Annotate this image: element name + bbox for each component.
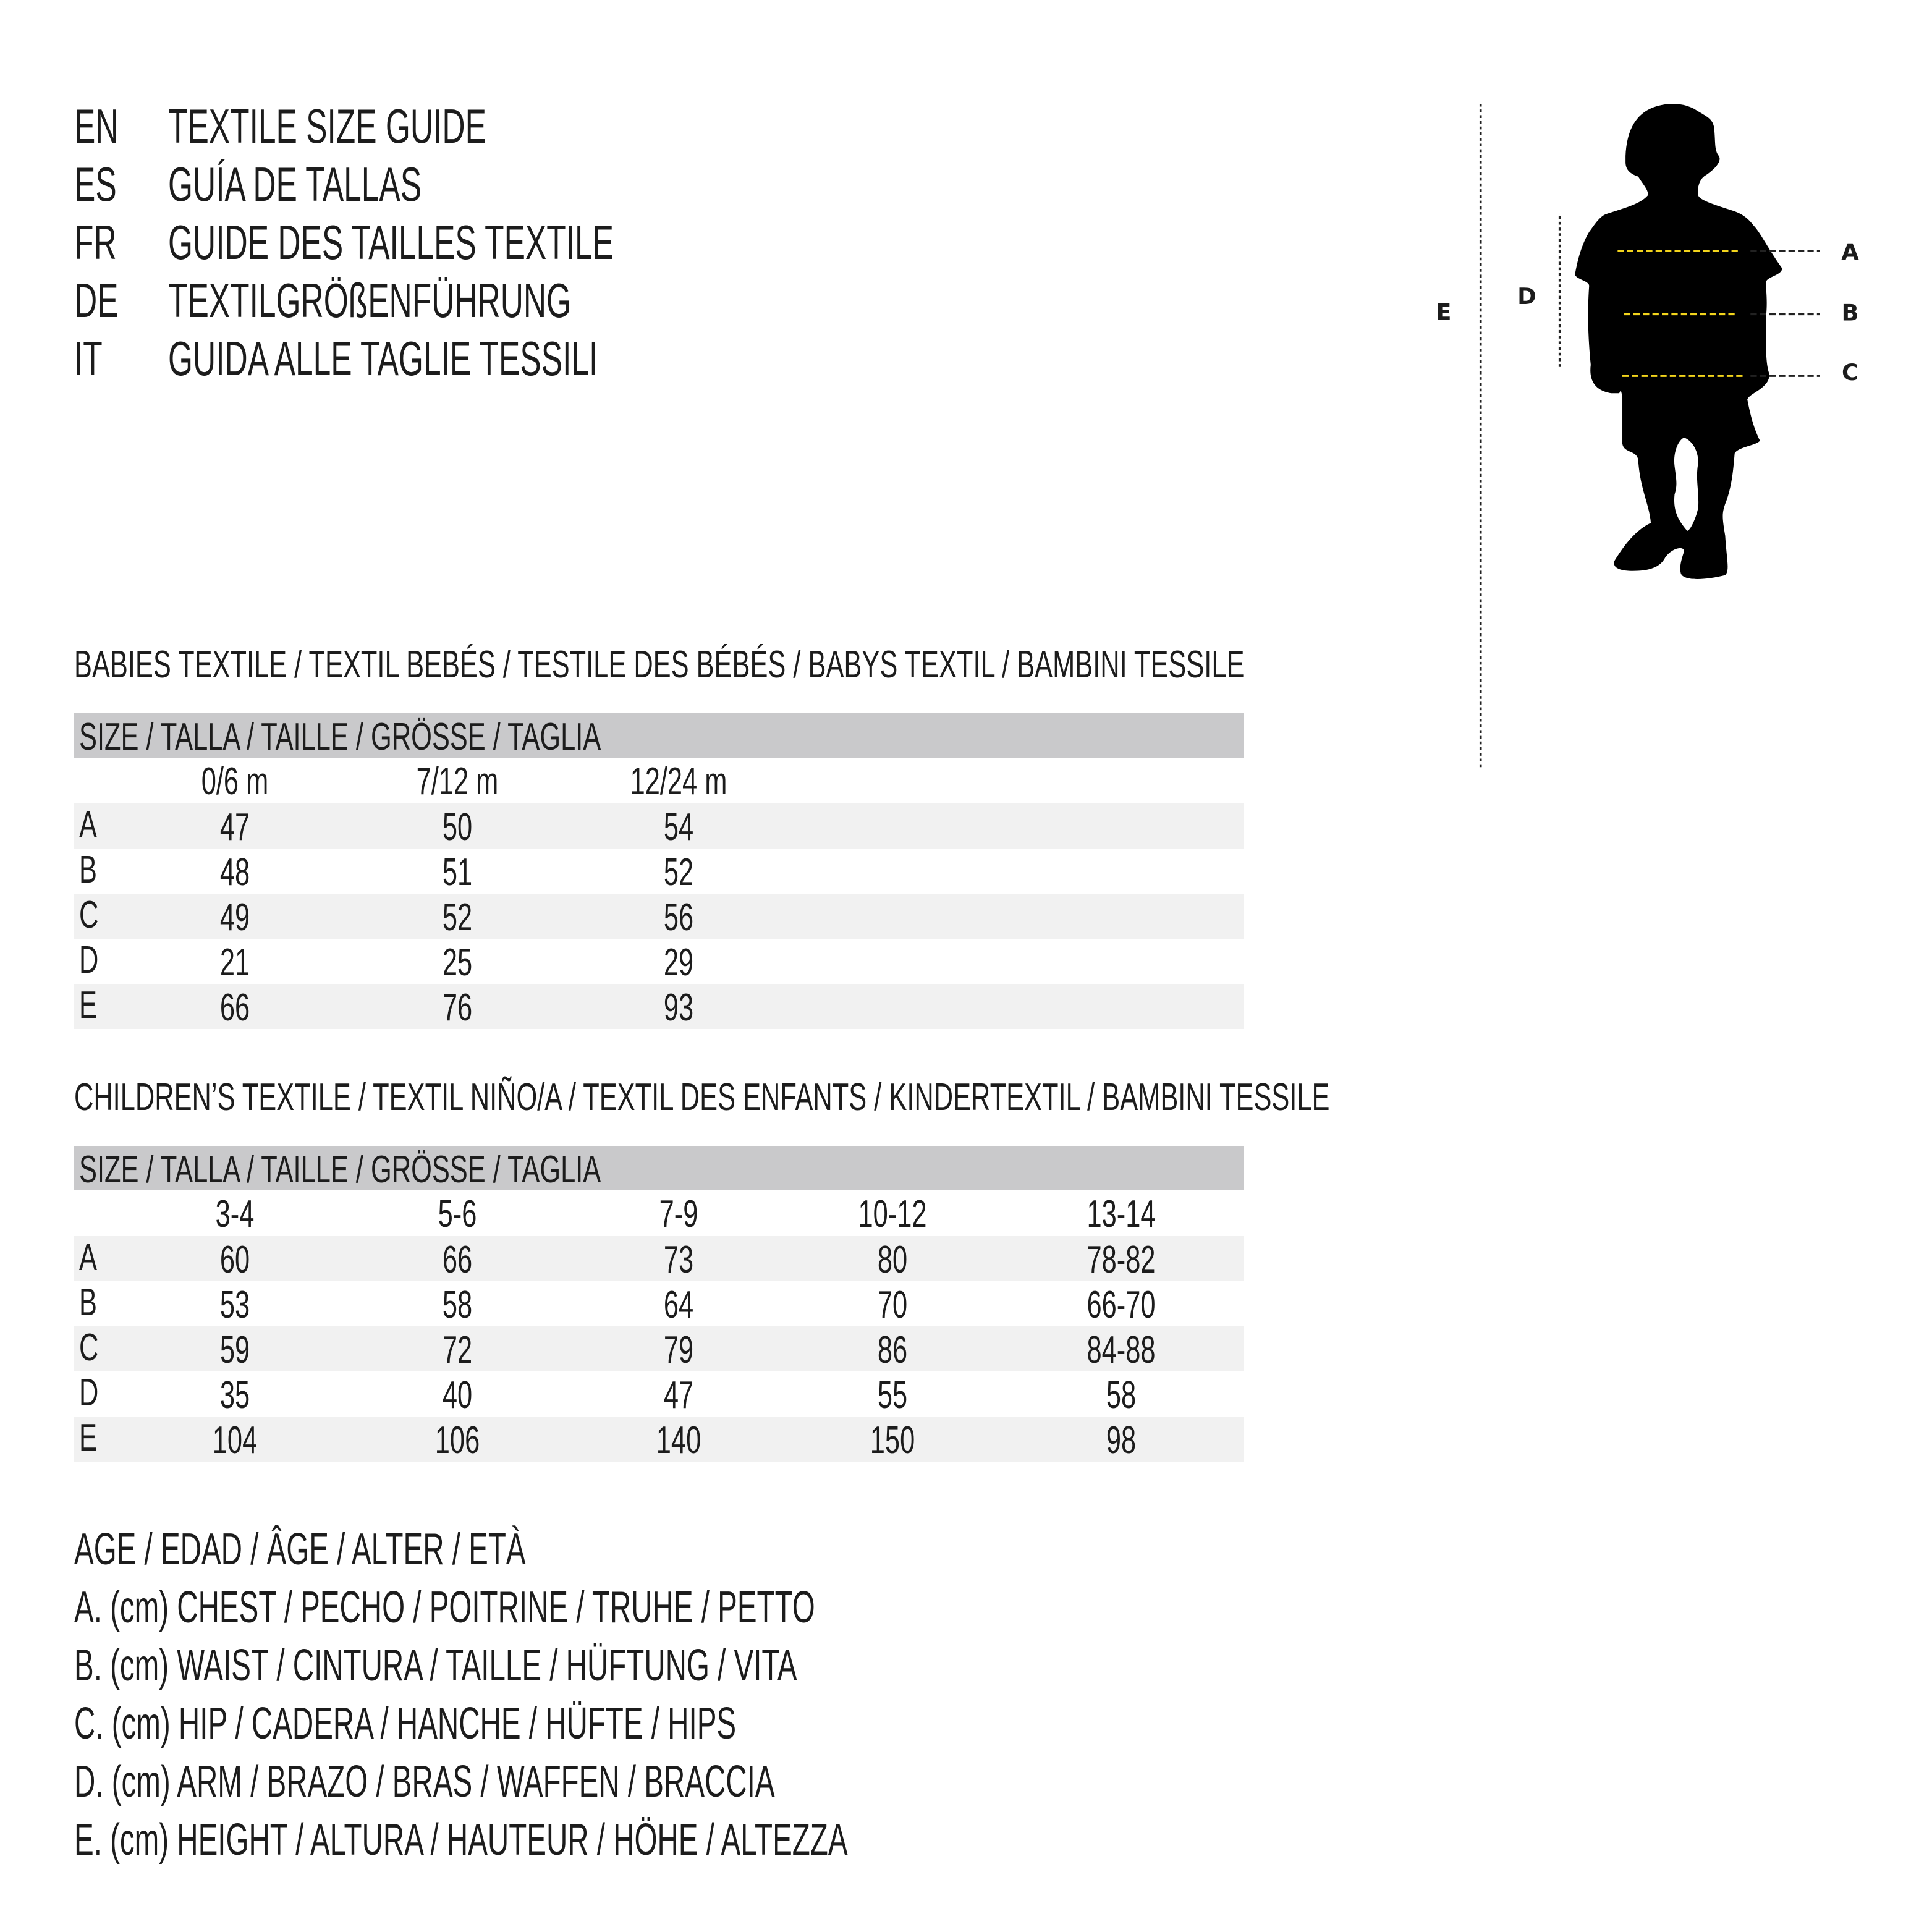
table-row-shade xyxy=(74,1236,1244,1281)
table-row-shade xyxy=(74,984,1244,1029)
column-header: 10-12 xyxy=(858,1193,927,1235)
column-header: 0/6 m xyxy=(201,760,269,803)
table-cell: 66-70 xyxy=(1087,1284,1156,1326)
column-header: 7/12 m xyxy=(416,760,499,803)
size-header-bar xyxy=(74,713,1244,758)
table-cell: 29 xyxy=(663,941,694,984)
guide-title: GUÍA DE TALLAS xyxy=(168,157,422,211)
table-cell: 47 xyxy=(663,1374,694,1417)
child-silhouette-figure: E D A B C xyxy=(1436,103,1859,770)
label-d: D xyxy=(1517,283,1536,310)
guide-title: TEXTILGRÖßENFÜHRUNG xyxy=(168,273,572,328)
language-code: FR xyxy=(74,215,117,269)
guide-title: GUIDE DES TAILLES TEXTILE xyxy=(168,215,614,269)
table-cell: 64 xyxy=(663,1284,694,1326)
legend-line: E. (cm) HEIGHT / ALTURA / HAUTEUR / HÖHE… xyxy=(74,1815,848,1865)
table-cell: 70 xyxy=(877,1284,908,1326)
table-cell: 35 xyxy=(219,1374,250,1417)
table-cell: 80 xyxy=(877,1239,908,1281)
table-cell: 140 xyxy=(656,1419,701,1462)
section-heading: CHILDREN’S TEXTILE / TEXTIL NIÑO/A / TEX… xyxy=(74,1076,1330,1119)
column-header: 3-4 xyxy=(215,1193,255,1235)
table-cell: 76 xyxy=(442,986,473,1029)
label-c: C xyxy=(1842,359,1858,386)
legend-line: A. (cm) CHEST / PECHO / POITRINE / TRUHE… xyxy=(74,1583,815,1632)
table-cell: 51 xyxy=(442,851,473,894)
table-cell: 52 xyxy=(663,851,694,894)
table-cell: 25 xyxy=(442,941,473,984)
column-header: 7-9 xyxy=(659,1193,698,1235)
table-cell: 98 xyxy=(1106,1419,1137,1462)
table-cell: 72 xyxy=(442,1329,473,1371)
table-cell: 78-82 xyxy=(1087,1239,1156,1281)
table-cell: 55 xyxy=(877,1374,908,1417)
legend-line: B. (cm) WAIST / CINTURA / TAILLE / HÜFTU… xyxy=(74,1641,797,1690)
size-header-bar xyxy=(74,1146,1244,1190)
table-cell: 59 xyxy=(219,1329,250,1371)
legend-line: D. (cm) ARM / BRAZO / BRAS / WAFFEN / BR… xyxy=(74,1757,775,1807)
table-cell: 79 xyxy=(663,1329,694,1371)
leg-gap xyxy=(1674,437,1699,531)
table-cell: 53 xyxy=(219,1284,250,1326)
column-header: 13-14 xyxy=(1087,1193,1156,1235)
size-header-label: SIZE / TALLA / TAILLE / GRÖSSE / TAGLIA xyxy=(79,1148,601,1191)
table-cell: 66 xyxy=(442,1239,473,1281)
label-a: A xyxy=(1841,239,1859,265)
language-code: IT xyxy=(74,331,103,386)
table-cell: 86 xyxy=(877,1329,908,1371)
table-cell: 48 xyxy=(219,851,250,894)
label-e: E xyxy=(1436,299,1451,326)
legend-line: C. (cm) HIP / CADERA / HANCHE / HÜFTE / … xyxy=(74,1699,737,1748)
table-cell: 54 xyxy=(663,806,694,849)
table-cell: 40 xyxy=(442,1374,473,1417)
row-label: D xyxy=(79,1371,99,1414)
row-label: A xyxy=(79,1236,97,1279)
table-cell: 49 xyxy=(219,896,250,939)
label-b: B xyxy=(1841,300,1858,326)
row-label: C xyxy=(79,1326,99,1369)
size-header-label: SIZE / TALLA / TAILLE / GRÖSSE / TAGLIA xyxy=(79,716,601,758)
column-header: 5-6 xyxy=(438,1193,477,1235)
table-row-shade xyxy=(74,1326,1244,1371)
table-cell: 84-88 xyxy=(1087,1329,1156,1371)
table-cell: 60 xyxy=(219,1239,250,1281)
table-row-shade xyxy=(74,894,1244,939)
table-cell: 104 xyxy=(212,1419,258,1462)
table-cell: 66 xyxy=(219,986,250,1029)
row-label: E xyxy=(79,984,97,1027)
row-label: B xyxy=(79,1281,97,1324)
row-label: D xyxy=(79,939,99,981)
row-label: A xyxy=(79,803,97,846)
table-cell: 106 xyxy=(434,1419,480,1462)
language-code: ES xyxy=(74,157,117,211)
table-cell: 58 xyxy=(1106,1374,1137,1417)
table-row-shade xyxy=(74,1417,1244,1462)
table-cell: 52 xyxy=(442,896,473,939)
table-cell: 73 xyxy=(663,1239,694,1281)
table-cell: 47 xyxy=(219,806,250,849)
section-heading: BABIES TEXTILE / TEXTIL BEBÉS / TESTILE … xyxy=(74,643,1245,686)
table-cell: 56 xyxy=(663,896,694,939)
guide-title: TEXTILE SIZE GUIDE xyxy=(168,99,486,153)
row-label: C xyxy=(79,894,99,936)
language-code: DE xyxy=(74,273,119,328)
table-row-shade xyxy=(74,803,1244,849)
column-header: 12/24 m xyxy=(630,760,727,803)
child-silhouette-icon xyxy=(1575,103,1782,579)
table-cell: 93 xyxy=(663,986,694,1029)
language-code: EN xyxy=(74,99,119,153)
guide-title: GUIDA ALLE TAGLIE TESSILI xyxy=(168,331,598,386)
table-cell: 21 xyxy=(219,941,250,984)
legend-line: AGE / EDAD / ÂGE / ALTER / ETÀ xyxy=(74,1525,526,1574)
table-cell: 58 xyxy=(442,1284,473,1326)
row-label: E xyxy=(79,1417,97,1459)
table-cell: 50 xyxy=(442,806,473,849)
table-cell: 150 xyxy=(870,1419,915,1462)
row-label: B xyxy=(79,849,97,891)
